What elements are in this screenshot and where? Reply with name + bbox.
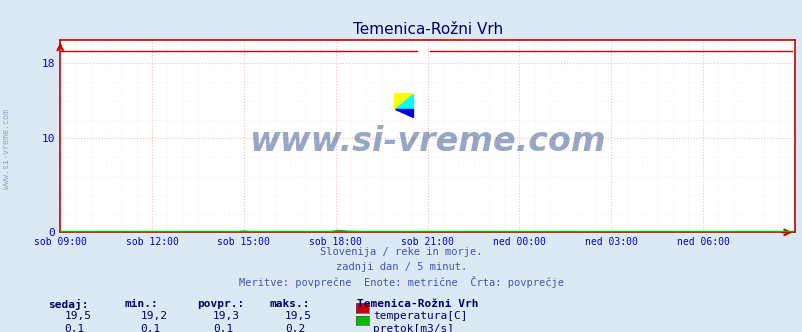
Text: www.si-vreme.com: www.si-vreme.com: [2, 110, 11, 189]
Text: 19,5: 19,5: [64, 311, 91, 321]
Polygon shape: [394, 94, 412, 109]
Text: sedaj:: sedaj:: [48, 299, 88, 310]
Title: Temenica-Rožni Vrh: Temenica-Rožni Vrh: [352, 22, 502, 37]
Text: 0,1: 0,1: [64, 324, 84, 332]
Text: min.:: min.:: [124, 299, 158, 309]
Text: Slovenija / reke in morje.: Slovenija / reke in morje.: [320, 247, 482, 257]
Text: 19,5: 19,5: [285, 311, 312, 321]
Text: 0,1: 0,1: [213, 324, 233, 332]
Text: Temenica-Rožni Vrh: Temenica-Rožni Vrh: [357, 299, 478, 309]
Text: Meritve: povprečne  Enote: metrične  Črta: povprečje: Meritve: povprečne Enote: metrične Črta:…: [239, 276, 563, 288]
Text: 19,3: 19,3: [213, 311, 240, 321]
Text: 19,2: 19,2: [140, 311, 168, 321]
Polygon shape: [394, 94, 412, 109]
Text: maks.:: maks.:: [269, 299, 309, 309]
Text: 0,1: 0,1: [140, 324, 160, 332]
Text: 0,2: 0,2: [285, 324, 305, 332]
Text: temperatura[C]: temperatura[C]: [373, 311, 468, 321]
Text: pretok[m3/s]: pretok[m3/s]: [373, 324, 454, 332]
Text: povpr.:: povpr.:: [196, 299, 244, 309]
Polygon shape: [394, 109, 412, 117]
Text: zadnji dan / 5 minut.: zadnji dan / 5 minut.: [335, 262, 467, 272]
Text: www.si-vreme.com: www.si-vreme.com: [249, 125, 606, 158]
